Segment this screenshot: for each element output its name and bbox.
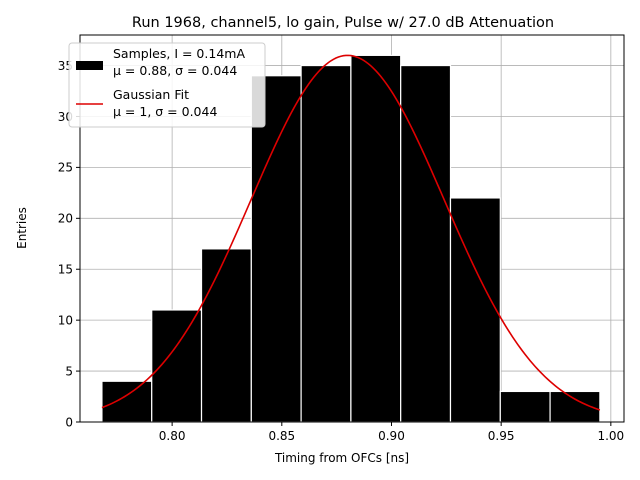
legend-samples-line2: μ = 0.88, σ = 0.044 xyxy=(113,63,237,78)
x-axis-ticks: 0.80 0.85 0.90 0.95 1.00 xyxy=(159,422,624,443)
x-tick-label: 1.00 xyxy=(597,429,624,443)
legend-fit-line1: Gaussian Fit xyxy=(113,87,189,102)
histogram-bars xyxy=(101,54,601,423)
histogram-bar xyxy=(151,309,203,423)
y-tick-label: 15 xyxy=(58,263,73,277)
legend-box xyxy=(68,42,266,128)
gaussian-fit-line xyxy=(101,54,601,411)
histogram-bar xyxy=(449,197,501,423)
x-tick-label: 0.90 xyxy=(378,429,405,443)
legend-samples-line1: Samples, I = 0.14mA xyxy=(113,46,245,61)
histogram-bar xyxy=(350,54,402,423)
y-tick-label: 25 xyxy=(58,161,73,175)
y-tick-label: 20 xyxy=(58,212,73,226)
y-tick-label: 10 xyxy=(58,313,73,327)
x-tick-label: 0.85 xyxy=(268,429,295,443)
chart-title: Run 1968, channel5, lo gain, Pulse w/ 27… xyxy=(132,15,554,31)
x-axis-label: Timing from OFCs [ns] xyxy=(274,451,409,465)
x-tick-label: 0.80 xyxy=(159,429,186,443)
legend-samples-patch xyxy=(76,61,103,70)
x-tick-label: 0.95 xyxy=(488,429,515,443)
y-tick-label: 5 xyxy=(65,364,73,378)
legend-fit-line2: μ = 1, σ = 0.044 xyxy=(113,104,217,119)
histogram-bar xyxy=(250,75,302,423)
histogram-bar xyxy=(200,248,252,423)
histogram-bar xyxy=(400,64,452,423)
y-tick-label: 0 xyxy=(65,415,73,429)
y-axis-label: Entries xyxy=(15,207,29,249)
histogram-bar xyxy=(499,390,551,423)
histogram-bar xyxy=(101,380,153,423)
plot-frame xyxy=(79,34,625,423)
legend: Samples, I = 0.14mA μ = 0.88, σ = 0.044 … xyxy=(68,42,266,128)
histogram-bar xyxy=(300,64,352,423)
